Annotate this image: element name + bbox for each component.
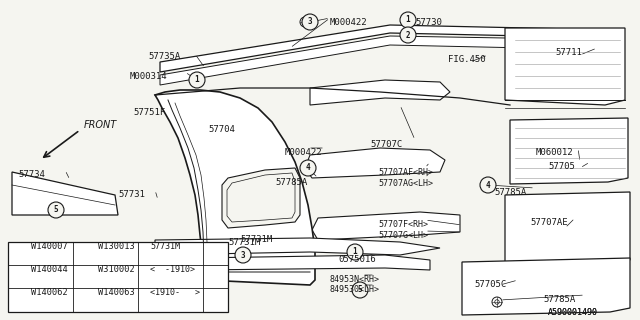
Text: 84953N<RH>: 84953N<RH> <box>330 275 380 284</box>
Circle shape <box>492 297 502 307</box>
Text: 57705: 57705 <box>548 162 575 171</box>
Text: FIG.450: FIG.450 <box>448 55 486 64</box>
Text: 2: 2 <box>406 30 410 39</box>
Text: 4: 4 <box>486 180 490 189</box>
Polygon shape <box>312 212 460 240</box>
Text: W140062: W140062 <box>31 288 68 297</box>
Text: 57730: 57730 <box>415 18 442 27</box>
Polygon shape <box>310 80 450 105</box>
Text: 3: 3 <box>18 294 22 303</box>
Text: 1: 1 <box>195 76 199 84</box>
Text: 57707F<RH>: 57707F<RH> <box>378 220 428 229</box>
Text: 57704: 57704 <box>208 125 235 134</box>
Text: 57707AF<RH>: 57707AF<RH> <box>378 168 433 177</box>
Polygon shape <box>155 238 440 255</box>
Circle shape <box>78 245 94 261</box>
Text: 3: 3 <box>241 251 245 260</box>
FancyBboxPatch shape <box>8 242 228 312</box>
Text: M060012: M060012 <box>536 148 573 157</box>
Text: 57705C: 57705C <box>474 280 506 289</box>
Text: <  -1910>: < -1910> <box>150 265 195 274</box>
Circle shape <box>403 30 413 40</box>
Text: 5: 5 <box>84 271 88 281</box>
Circle shape <box>238 250 248 260</box>
Circle shape <box>352 282 368 298</box>
Text: 0575016: 0575016 <box>338 255 376 264</box>
Text: 57707AE: 57707AE <box>530 218 568 227</box>
Text: 57735A: 57735A <box>148 52 180 61</box>
Circle shape <box>403 15 413 25</box>
Text: 1: 1 <box>406 15 410 25</box>
Circle shape <box>355 285 365 295</box>
Polygon shape <box>505 192 630 268</box>
Text: 849530<LH>: 849530<LH> <box>330 285 380 294</box>
Circle shape <box>12 268 28 284</box>
Text: 57707G<LH>: 57707G<LH> <box>378 231 428 240</box>
Polygon shape <box>227 173 295 222</box>
Polygon shape <box>160 25 620 72</box>
Circle shape <box>12 245 28 261</box>
Text: A590001490: A590001490 <box>548 308 598 317</box>
Circle shape <box>480 177 496 193</box>
Polygon shape <box>305 148 445 178</box>
Circle shape <box>350 247 360 257</box>
Text: 57785A: 57785A <box>275 178 307 187</box>
Text: 1: 1 <box>353 247 357 257</box>
Text: <1910-   >: <1910- > <box>150 288 200 297</box>
Polygon shape <box>222 168 300 228</box>
Text: 57734: 57734 <box>18 170 45 179</box>
Text: 57731M: 57731M <box>150 242 180 251</box>
Circle shape <box>483 180 493 190</box>
Polygon shape <box>195 255 430 270</box>
Polygon shape <box>510 118 628 184</box>
Text: W310002: W310002 <box>98 265 135 274</box>
Circle shape <box>235 247 251 263</box>
Text: M000314: M000314 <box>130 72 168 81</box>
Text: W140044: W140044 <box>31 265 68 274</box>
Circle shape <box>347 244 363 260</box>
Circle shape <box>48 202 64 218</box>
Text: 2: 2 <box>18 271 22 281</box>
Text: 57707C: 57707C <box>370 140 403 149</box>
Text: M000422: M000422 <box>330 18 367 27</box>
Text: 57707AG<LH>: 57707AG<LH> <box>378 179 433 188</box>
Circle shape <box>303 163 313 173</box>
Polygon shape <box>155 90 315 285</box>
Text: 5: 5 <box>54 205 58 214</box>
Circle shape <box>300 17 310 27</box>
Text: 1: 1 <box>18 249 22 258</box>
Circle shape <box>12 291 28 307</box>
Text: 57785A: 57785A <box>543 295 575 304</box>
Text: 57731M: 57731M <box>228 238 260 247</box>
Text: 57785A: 57785A <box>494 188 526 197</box>
Text: 5: 5 <box>358 285 362 294</box>
Polygon shape <box>462 258 630 315</box>
Circle shape <box>400 27 416 43</box>
Text: FRONT: FRONT <box>84 120 117 130</box>
Text: 57751F: 57751F <box>133 108 165 117</box>
Text: M000422: M000422 <box>285 148 323 157</box>
Circle shape <box>78 268 94 284</box>
Text: W130013: W130013 <box>98 242 135 251</box>
Text: 57711: 57711 <box>555 48 582 57</box>
Polygon shape <box>12 172 118 215</box>
Circle shape <box>302 14 318 30</box>
Text: A590001490: A590001490 <box>548 308 598 317</box>
Text: 57731: 57731 <box>118 190 145 199</box>
Text: W140063: W140063 <box>98 288 135 297</box>
Circle shape <box>400 12 416 28</box>
Polygon shape <box>505 28 625 105</box>
Text: 4: 4 <box>306 164 310 172</box>
Text: W140007: W140007 <box>31 242 68 251</box>
Circle shape <box>189 72 205 88</box>
Circle shape <box>300 160 316 176</box>
Text: 3: 3 <box>308 18 312 27</box>
Text: 57731M: 57731M <box>240 235 272 244</box>
Polygon shape <box>160 36 620 85</box>
Circle shape <box>192 75 202 85</box>
Text: 4: 4 <box>84 249 88 258</box>
Circle shape <box>51 205 61 215</box>
